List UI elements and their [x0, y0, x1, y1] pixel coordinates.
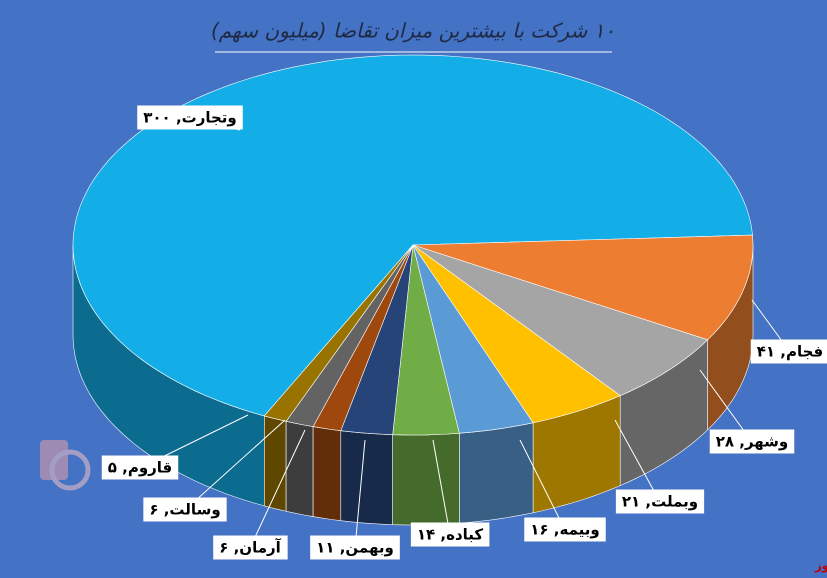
watermark: بورس نیوز [814, 559, 827, 574]
data-label-box [213, 535, 288, 560]
data-label-box [137, 105, 243, 130]
slice [340, 244, 414, 436]
logo [40, 440, 91, 491]
data-label-box [750, 339, 827, 364]
data-label: وسالت, ۶ [149, 501, 220, 519]
slice-side [340, 430, 393, 526]
data-label: وبیمه, ۱۶ [530, 521, 599, 539]
leader-line [614, 419, 661, 503]
leader-line [184, 419, 286, 511]
data-label-box [310, 535, 400, 560]
leader-line [519, 439, 566, 531]
slice [412, 244, 534, 434]
data-label: وتجارت, ۳۰۰ [143, 109, 237, 127]
leader-line [354, 439, 366, 549]
tops [72, 54, 754, 436]
slice-side [392, 432, 460, 526]
data-label: وبهمن, ۱۱ [316, 539, 394, 557]
slice-side [285, 420, 314, 517]
data-label-box [524, 517, 606, 542]
data-label: قاروم, ۵ [108, 459, 172, 477]
data-label-box [709, 429, 795, 454]
data-label: آرمان, ۶ [219, 539, 281, 557]
slice [392, 244, 460, 436]
chart-title: ۱۰ شرکت با بیشترین میزان تقاضا (میلیون س… [211, 19, 615, 43]
slice [263, 244, 414, 422]
slice [72, 54, 753, 417]
data-label: کباده, ۱۴ [417, 526, 484, 544]
data-label-box [101, 455, 179, 480]
slice [412, 244, 709, 396]
slice-side [459, 422, 534, 524]
slice [412, 234, 754, 341]
slice [412, 244, 621, 424]
data-label-box [143, 497, 227, 522]
data-label: وبملت, ۲۱ [622, 493, 698, 511]
data-label-box [615, 489, 705, 514]
leader-line [432, 439, 451, 536]
data-label: وشهر, ۲۸ [716, 433, 789, 451]
slice-side [264, 415, 287, 512]
data-label: فجام, ۴۱ [757, 343, 824, 361]
leader-line [249, 429, 306, 549]
sides [72, 244, 754, 526]
slice-side [312, 426, 342, 522]
data-label-box [410, 522, 490, 547]
